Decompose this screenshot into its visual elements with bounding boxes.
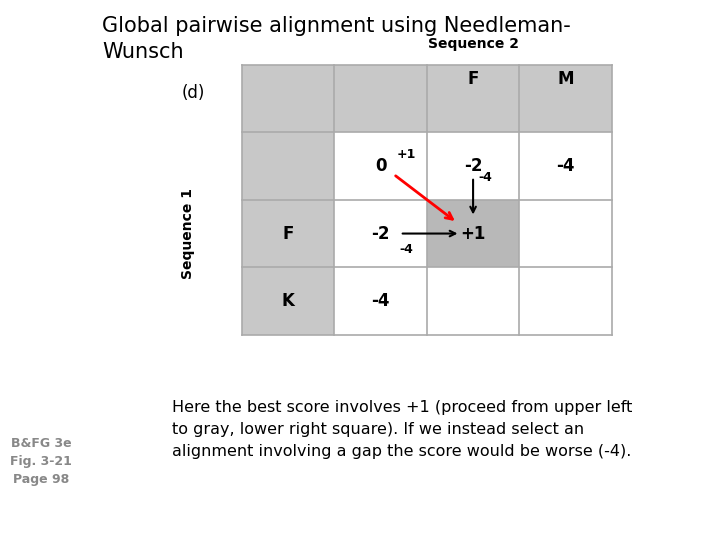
Bar: [519, 200, 612, 267]
Text: (d): (d): [181, 84, 205, 102]
Text: -4: -4: [400, 243, 413, 256]
Text: Global pairwise alignment using Needleman-
Wunsch: Global pairwise alignment using Needlema…: [102, 16, 571, 62]
Text: Sequence 1: Sequence 1: [181, 188, 195, 279]
Text: Here the best score involves +1 (proceed from upper left
to gray, lower right sq: Here the best score involves +1 (proceed…: [172, 400, 632, 459]
Bar: [427, 200, 519, 267]
Text: -2: -2: [372, 225, 390, 242]
Text: -4: -4: [557, 157, 575, 175]
Text: 0: 0: [375, 157, 387, 175]
Bar: [519, 132, 612, 200]
Bar: [427, 267, 519, 335]
Bar: [427, 200, 519, 267]
Bar: [242, 65, 612, 335]
Bar: [335, 132, 427, 200]
Text: K: K: [282, 292, 294, 310]
Text: Sequence 2: Sequence 2: [428, 37, 518, 51]
Text: M: M: [557, 70, 574, 88]
Text: F: F: [467, 70, 479, 88]
Bar: [335, 267, 427, 335]
Text: B&FG 3e
Fig. 3-21
Page 98: B&FG 3e Fig. 3-21 Page 98: [11, 437, 72, 486]
Text: +1: +1: [460, 225, 486, 242]
Text: -4: -4: [372, 292, 390, 310]
Text: +1: +1: [397, 147, 416, 160]
Bar: [427, 132, 519, 200]
Bar: [335, 200, 427, 267]
Text: -4: -4: [478, 172, 492, 185]
Text: F: F: [283, 225, 294, 242]
Text: -2: -2: [464, 157, 482, 175]
Bar: [519, 267, 612, 335]
